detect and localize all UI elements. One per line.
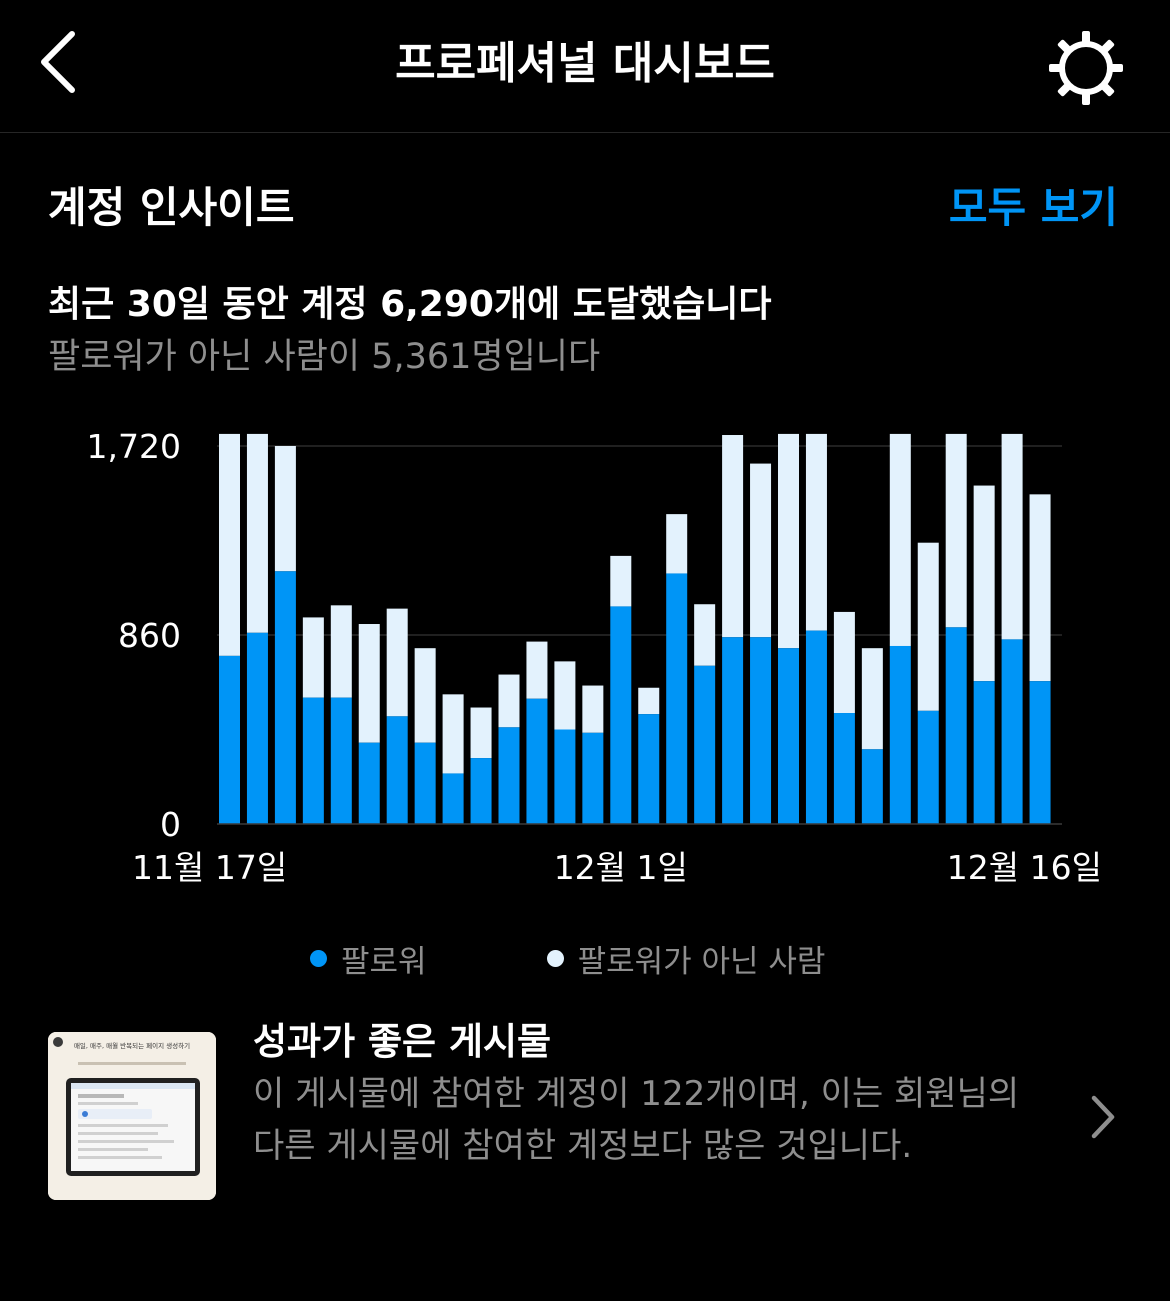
bar-followers bbox=[302, 697, 324, 824]
y-tick-label: 860 bbox=[118, 616, 181, 655]
bar-non-followers bbox=[582, 685, 604, 733]
bar-followers bbox=[610, 606, 632, 824]
bar-followers bbox=[778, 648, 799, 824]
x-tick-label: 12월 16일 bbox=[947, 848, 1102, 887]
bar-non-followers bbox=[1029, 494, 1051, 682]
bar-non-followers bbox=[694, 604, 716, 666]
legend-dot-non-followers bbox=[546, 949, 564, 967]
bar-followers bbox=[973, 681, 995, 824]
bar-non-followers bbox=[386, 608, 408, 717]
bar-non-followers bbox=[526, 641, 548, 699]
bar-non-followers bbox=[778, 433, 799, 649]
bar-followers bbox=[274, 571, 296, 824]
bar-non-followers bbox=[442, 694, 464, 774]
page-title: 프로페셔널 대시보드 bbox=[395, 38, 775, 89]
bar-followers bbox=[1001, 639, 1023, 824]
bar-followers bbox=[246, 632, 268, 824]
chevron-left-icon bbox=[41, 31, 75, 93]
bar-followers bbox=[889, 645, 911, 824]
reach-bar-chart: 0 860 1,720 11월 17일 12월 1일 12월 16일 bbox=[87, 427, 1102, 887]
bar-non-followers bbox=[833, 611, 855, 714]
header: 프로페셔널 대시보드 bbox=[0, 0, 1170, 133]
bar-followers bbox=[638, 714, 660, 824]
bar-followers bbox=[526, 698, 548, 824]
legend-label-non-followers: 팔로워가 아닌 사람 bbox=[577, 943, 826, 980]
bar-non-followers bbox=[554, 661, 576, 730]
back-button[interactable] bbox=[30, 24, 90, 100]
bar-non-followers bbox=[973, 485, 995, 682]
bar-non-followers bbox=[302, 617, 324, 698]
gear-icon bbox=[1049, 31, 1123, 105]
bar-followers bbox=[386, 716, 408, 824]
bar-non-followers bbox=[666, 514, 688, 574]
reach-summary: 최근 30일 동안 계정 6,290개에 도달했습니다 bbox=[48, 284, 772, 325]
bar-followers bbox=[554, 729, 576, 824]
legend-item-followers: 팔로워 bbox=[310, 936, 427, 981]
bar-followers bbox=[722, 637, 744, 824]
bar-non-followers bbox=[414, 648, 436, 743]
bar-non-followers bbox=[805, 433, 827, 631]
y-tick-label: 1,720 bbox=[87, 427, 181, 466]
bar-non-followers bbox=[638, 687, 660, 715]
thumbnail-caption: 매일, 매주, 매월 반복되는 페이지 생성하기 bbox=[74, 1041, 190, 1050]
bar-followers bbox=[358, 742, 380, 824]
bar-followers bbox=[219, 655, 240, 824]
see-all-link[interactable]: 모두 보기 bbox=[948, 183, 1118, 232]
top-post-description: 이 게시물에 참여한 계정이 122개이며, 이는 회원님의 다른 게시물에 참… bbox=[253, 1074, 1020, 1166]
bar-followers bbox=[330, 697, 352, 824]
x-tick-label: 12월 1일 bbox=[554, 848, 688, 887]
legend-item-non-followers: 팔로워가 아닌 사람 bbox=[546, 936, 826, 981]
settings-button[interactable] bbox=[1046, 28, 1126, 108]
bar-followers bbox=[470, 758, 492, 824]
bar-non-followers bbox=[889, 433, 911, 646]
bar-followers bbox=[750, 637, 772, 824]
bar-non-followers bbox=[861, 648, 883, 750]
bar-followers bbox=[917, 710, 939, 824]
bar-followers bbox=[1029, 681, 1051, 824]
chart-legend: 팔로워 팔로워가 아닌 사람 bbox=[310, 930, 825, 986]
bar-non-followers bbox=[274, 446, 296, 572]
bar-non-followers bbox=[722, 435, 744, 638]
bar-followers bbox=[582, 732, 604, 824]
bar-non-followers bbox=[610, 555, 632, 607]
top-post-row[interactable]: 매일, 매주, 매월 반복되는 페이지 생성하기 성과가 좋은 게시물 이 게시… bbox=[0, 1010, 1170, 1240]
bar-followers bbox=[442, 773, 464, 824]
legend-label-followers: 팔로워 bbox=[341, 943, 427, 980]
bar-non-followers bbox=[358, 624, 380, 743]
bar-followers bbox=[666, 573, 688, 824]
bar-followers bbox=[945, 627, 967, 824]
bar-followers bbox=[833, 713, 855, 824]
bar-non-followers bbox=[1001, 433, 1023, 640]
y-tick-label: 0 bbox=[160, 805, 181, 844]
chevron-right-icon bbox=[1091, 1095, 1115, 1139]
bar-non-followers bbox=[945, 433, 967, 628]
bar-followers bbox=[694, 665, 716, 824]
bar-non-followers bbox=[470, 707, 492, 759]
bar-non-followers bbox=[750, 463, 772, 638]
legend-dot-followers bbox=[310, 949, 327, 967]
post-thumbnail[interactable]: 매일, 매주, 매월 반복되는 페이지 생성하기 bbox=[48, 1032, 216, 1200]
bar-non-followers bbox=[498, 674, 520, 728]
top-post-title: 성과가 좋은 게시물 bbox=[253, 1020, 552, 1063]
bar-non-followers bbox=[330, 605, 352, 698]
post-thumbnail-image: 매일, 매주, 매월 반복되는 페이지 생성하기 bbox=[48, 1032, 216, 1200]
reach-summary-sub: 팔로워가 아닌 사람이 5,361명입니다 bbox=[48, 337, 601, 377]
x-tick-label: 11월 17일 bbox=[132, 848, 287, 887]
bar-followers bbox=[861, 749, 883, 824]
section-title: 계정 인사이트 bbox=[48, 183, 295, 232]
bar-followers bbox=[805, 630, 827, 824]
bar-non-followers bbox=[246, 433, 268, 633]
bar-non-followers bbox=[219, 433, 240, 656]
bar-followers bbox=[498, 727, 520, 824]
bar-non-followers bbox=[917, 542, 939, 711]
bar-followers bbox=[414, 742, 436, 824]
